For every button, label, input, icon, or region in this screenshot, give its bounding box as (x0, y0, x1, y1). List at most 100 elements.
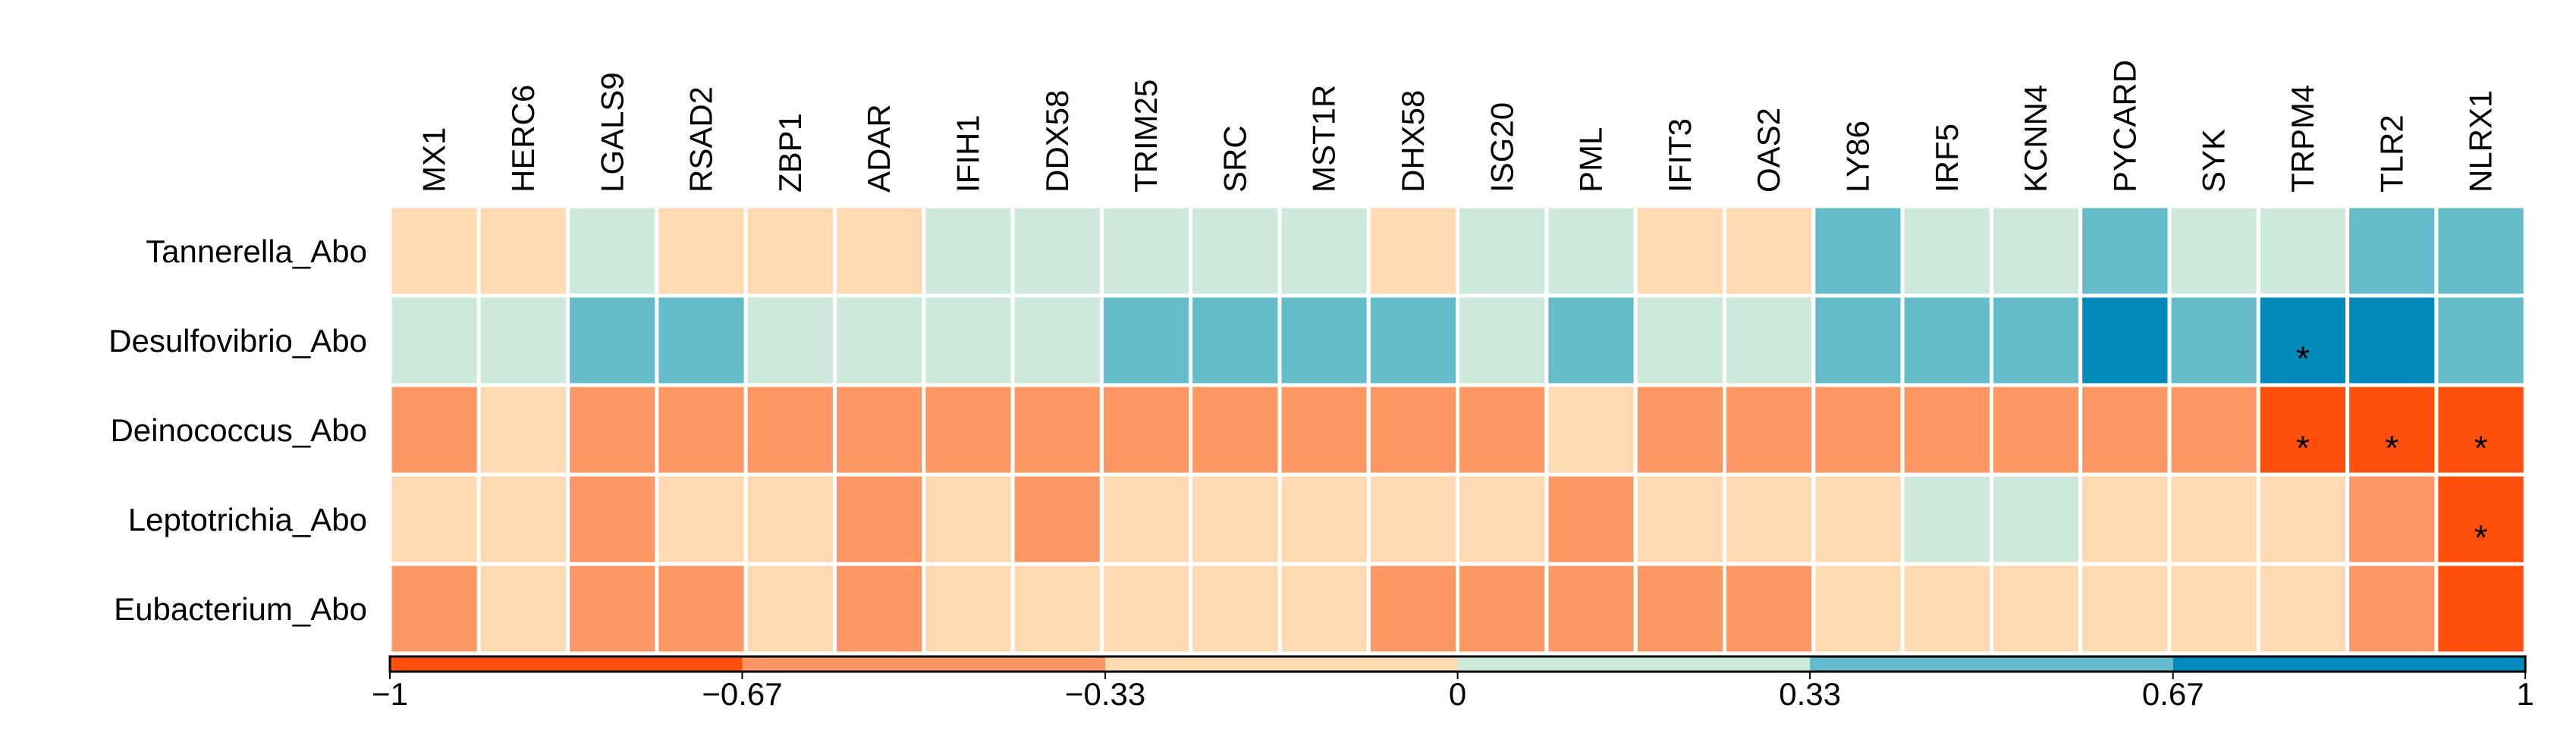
significance-markers: * * * * * (2296, 339, 2488, 557)
heatmap-cell (1010, 472, 1104, 566)
heatmap-cell (1456, 383, 1549, 477)
heatmap-cell (743, 383, 837, 477)
heatmap-cell (833, 204, 926, 298)
heatmap-cell (1189, 204, 1282, 298)
row-label: Leptotrichia_Abo (128, 502, 367, 537)
heatmap-cell (1989, 383, 2083, 477)
heatmap-cell (1811, 383, 1905, 477)
heatmap-cell (2345, 204, 2439, 298)
column-label: TRIM25 (1128, 80, 1164, 193)
heatmap-cell (1189, 383, 1282, 477)
significance-star: * (2296, 339, 2310, 378)
heatmap-cell (2434, 562, 2527, 656)
heatmap-cell (476, 204, 570, 298)
heatmap-cell (1633, 293, 1726, 387)
heatmap-cell (2434, 204, 2527, 298)
heatmap-cell (1099, 204, 1193, 298)
color-scale-tick-label: 0.33 (1779, 676, 1841, 712)
heatmap-cell (833, 293, 926, 387)
heatmap-cell (833, 472, 926, 566)
heatmap-cell (655, 204, 748, 298)
heatmap-cell (1010, 383, 1104, 477)
color-scale-segment (390, 656, 743, 672)
heatmap-cell (922, 293, 1015, 387)
heatmap-cell (1723, 293, 1816, 387)
heatmap-cell (1189, 562, 1282, 656)
heatmap-cell (1811, 562, 1905, 656)
heatmap-cell (743, 293, 837, 387)
heatmap-cell (2167, 383, 2260, 477)
heatmap-cell (1633, 472, 1726, 566)
heatmap-cell (1544, 293, 1638, 387)
heatmap-cell (2078, 383, 2172, 477)
heatmap-cell (2167, 204, 2260, 298)
column-label: IRF5 (1929, 124, 1965, 193)
heatmap-cells (388, 204, 2527, 656)
heatmap-cell (1900, 293, 1993, 387)
heatmap-cell (566, 383, 659, 477)
column-label: NLRX1 (2463, 90, 2499, 193)
heatmap-cell (2078, 472, 2172, 566)
heatmap-cell (743, 204, 837, 298)
heatmap-cell (833, 562, 926, 656)
row-label: Deinococcus_Abo (110, 412, 367, 448)
heatmap-cell (1189, 293, 1282, 387)
heatmap-cell (1277, 562, 1371, 656)
heatmap-cell (1366, 204, 1460, 298)
heatmap-cell (2345, 293, 2439, 387)
heatmap-cell (1723, 204, 1816, 298)
significance-star: * (2296, 428, 2310, 468)
heatmap-cell (476, 562, 570, 656)
heatmap-cell (2256, 562, 2350, 656)
heatmap-cell (1811, 472, 1905, 566)
heatmap-cell (2078, 204, 2172, 298)
color-scale-segment (1105, 656, 1458, 672)
heatmap-cell (2078, 562, 2172, 656)
heatmap-cell (388, 383, 481, 477)
color-scale-tick-label: −0.33 (1065, 676, 1145, 712)
color-scale-segment (742, 656, 1106, 672)
heatmap-cell (1544, 472, 1638, 566)
column-label: MX1 (416, 127, 452, 193)
heatmap-cell (1456, 562, 1549, 656)
significance-star: * (2385, 428, 2399, 468)
heatmap-cell (2256, 472, 2350, 566)
heatmap-cell (1456, 293, 1549, 387)
row-label: Eubacterium_Abo (114, 591, 367, 627)
heatmap-cell (1277, 204, 1371, 298)
color-scale-tick-label: 0 (1449, 676, 1466, 712)
heatmap-cell (2167, 293, 2260, 387)
heatmap-cell (743, 562, 837, 656)
heatmap-cell (1010, 293, 1104, 387)
heatmap-cell (1900, 204, 1993, 298)
heatmap-cell (1723, 472, 1816, 566)
heatmap-cell (566, 562, 659, 656)
heatmap-cell (566, 204, 659, 298)
heatmap-cell (1099, 562, 1193, 656)
heatmap-cell (476, 293, 570, 387)
heatmap-cell (388, 293, 481, 387)
heatmap-cell (1099, 383, 1193, 477)
color-scale-tick-label: −0.67 (702, 676, 782, 712)
column-labels: MX1 HERC6 LGALS9 RSAD2 ZBP1 ADAR IFIH1 DDX58 TRI… (416, 60, 2499, 193)
heatmap-cell (1633, 383, 1726, 477)
heatmap-cell (922, 472, 1015, 566)
heatmap-cell (388, 204, 481, 298)
column-label: TRPM4 (2285, 85, 2320, 193)
column-label: KCNN4 (2018, 85, 2053, 193)
heatmap-cell (1099, 293, 1193, 387)
heatmap-cell (2434, 293, 2527, 387)
heatmap-cell (476, 472, 570, 566)
column-label: LY86 (1839, 121, 1875, 193)
heatmap-cell (1989, 293, 2083, 387)
heatmap-cell (2167, 562, 2260, 656)
column-label: PYCARD (2106, 60, 2142, 193)
column-label: ZBP1 (772, 113, 808, 193)
heatmap-cell (1010, 562, 1104, 656)
color-scale-segment (2172, 656, 2526, 672)
heatmap-cell (1900, 383, 1993, 477)
heatmap-cell (833, 383, 926, 477)
heatmap-cell (1811, 204, 1905, 298)
heatmap-cell (1010, 204, 1104, 298)
